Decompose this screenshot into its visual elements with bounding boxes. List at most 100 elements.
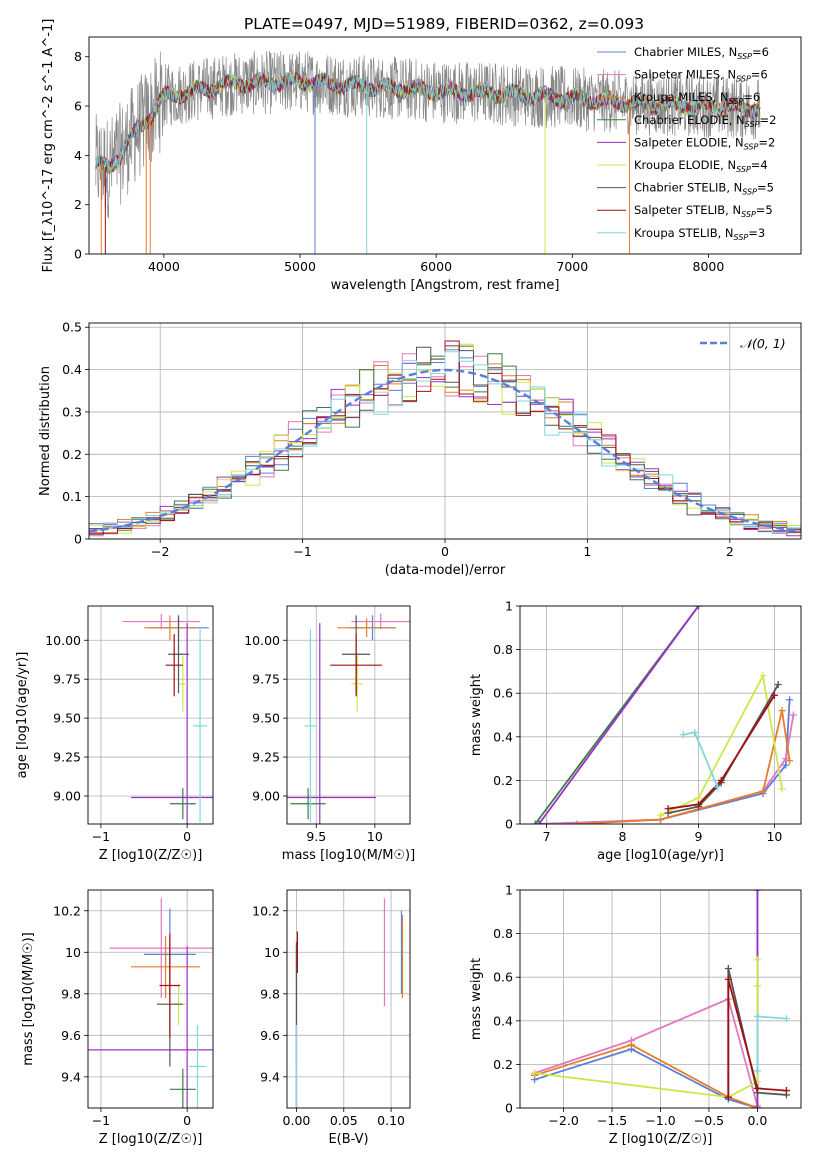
x-tick-label: 0.00: [283, 1113, 311, 1128]
y-tick-label: 2: [74, 197, 82, 212]
plot-area: [95, 51, 761, 254]
plot-area: [287, 613, 410, 824]
series-marker: [717, 776, 725, 784]
x-tick-label: 7: [543, 829, 551, 844]
y-tick-label: 0.1: [62, 489, 82, 504]
point-salpeter-elodie: [287, 623, 377, 824]
point-salpeter-stelib: [165, 634, 183, 697]
series-line: [538, 699, 791, 824]
panel-mass-vs-ebv: 0.00 0.05 0.10 9.4 9.6 9.8 10 10.2 E(B-V): [252, 889, 411, 1147]
point-kroupa-miles: [144, 615, 196, 641]
x-axis-label: age [log10(age/yr)]: [597, 848, 724, 863]
series-marker: [753, 1104, 761, 1108]
y-tick-label: 0: [505, 817, 513, 832]
y-tick-label: 0.6: [493, 686, 513, 701]
series-marker: [782, 1087, 790, 1095]
x-axis-label: Z [log10(Z/Z☉)]: [609, 1132, 713, 1147]
series-marker: [694, 800, 702, 808]
y-tick-label: 9.4: [260, 1069, 280, 1084]
y-tick-label: 10.00: [244, 633, 280, 648]
y-axis-label: mass weight: [469, 674, 484, 756]
point-kroupa-miles: [131, 935, 201, 998]
panel-mass-vs-Z: −1 0 9.4 9.6 9.8 10 10.2 Z [log10(Z/Z☉)] mass [l…: [21, 889, 214, 1147]
legend-label-kroupa-elodie: Kroupa ELODIE, NSSP=4: [634, 158, 768, 174]
series-marker: [759, 787, 767, 795]
point-salpeter-miles: [351, 613, 410, 630]
normal-curve-line: [89, 368, 801, 533]
series-marker: [753, 1067, 761, 1075]
series-marker: [694, 606, 702, 610]
x-axis-label: wavelength [Angstrom, rest frame]: [331, 278, 560, 293]
series-line: [727, 979, 787, 1098]
x-tick-label: 0.0: [747, 1113, 767, 1128]
y-tick-label: 0: [74, 532, 82, 547]
x-tick-label: 8: [619, 829, 627, 844]
x-tick-label: 2: [726, 544, 734, 559]
series-marker: [543, 820, 551, 824]
y-tick-label: 10.00: [45, 633, 81, 648]
series-chabrier-miles: [531, 1045, 761, 1108]
x-tick-label: 10: [766, 829, 782, 844]
axes-frame: [88, 36, 802, 255]
y-tick-label: 0.4: [493, 729, 513, 744]
x-tick-label: 0: [441, 544, 449, 559]
y-tick-label: 0.8: [493, 642, 513, 657]
series-marker: [778, 785, 786, 793]
x-tick-label: 5000: [284, 259, 316, 274]
legend-label-chabrier-miles: Chabrier MILES, NSSP=6: [634, 45, 769, 61]
y-axis-label: Normed distribution: [38, 366, 53, 496]
axes-frame: [286, 889, 411, 1109]
y-tick-label: 0: [505, 1101, 513, 1116]
x-tick-label: 9.5: [306, 829, 326, 844]
plot-area: [531, 890, 790, 1108]
panel-age-vs-mass: 9.5 10 9.00 9.25 9.50 9.75 10.00 mass [log10(M/…: [244, 605, 415, 863]
y-tick-label: 0.3: [62, 404, 82, 419]
y-tick-label: 9.6: [61, 1028, 81, 1043]
series-marker: [786, 757, 794, 765]
x-tick-label: 0.10: [377, 1113, 405, 1128]
plot-area: [88, 898, 213, 1108]
point-salpeter-stelib: [330, 634, 382, 697]
panel-residual-distribution: −2 −1 0 1 2 0 0.1 0.2 0.3 0.4 0.5 (data-model)/erro…: [38, 320, 802, 578]
axes-frame: [87, 889, 214, 1109]
y-tick-label: 0.2: [493, 773, 513, 788]
axes-frame: [87, 605, 214, 825]
series-marker: [789, 711, 797, 719]
series-chabrier-miles: [535, 696, 794, 824]
y-tick-label: 10: [65, 945, 81, 960]
x-tick-label: 7000: [556, 259, 588, 274]
legend-label-salpeter-elodie: Salpeter ELODIE, NSSP=2: [634, 135, 775, 151]
x-tick-label: 0: [183, 1113, 191, 1128]
point-chabrier-elodie: [169, 1068, 196, 1108]
x-tick-label: 8000: [693, 259, 725, 274]
series-line: [534, 959, 759, 1099]
series-marker: [724, 964, 732, 972]
y-axis-label: Flux [f_λ10^-17 erg cm^-2 s^-1 A^-1]: [41, 19, 56, 273]
series-marker: [786, 696, 794, 704]
series-salpeter-stelib: [664, 691, 778, 813]
series-marker: [573, 820, 581, 824]
y-tick-label: 9.50: [53, 711, 81, 726]
series-marker: [753, 1012, 761, 1020]
series-marker: [753, 956, 761, 964]
x-tick-label: −1.5: [597, 1113, 627, 1128]
point-chabrier-stelib: [168, 615, 189, 694]
panel-age-vs-Z: −1 0 9.00 9.25 9.50 9.75 10.00 Z [log10(Z/Z☉)] a…: [15, 605, 214, 863]
plot-area: [295, 898, 404, 1108]
x-tick-label: −1: [293, 544, 311, 559]
y-tick-label: 9.75: [53, 672, 81, 687]
series-marker: [782, 761, 790, 769]
series-chabrier-stelib: [664, 680, 782, 817]
series-kroupa-elodie: [531, 956, 761, 1101]
y-tick-label: 1: [505, 883, 513, 898]
y-tick-label: 0: [74, 247, 82, 262]
series-marker: [778, 707, 786, 715]
series-marker: [759, 672, 767, 680]
point-salpeter-elodie: [131, 623, 213, 824]
legend-label-kroupa-stelib: Kroupa STELIB, NSSP=3: [634, 226, 765, 242]
x-tick-label: 4000: [148, 259, 180, 274]
legend-label-chabrier-stelib: Chabrier STELIB, NSSP=5: [634, 181, 774, 197]
panel-spectrum: 4000 5000 6000 7000 8000 0 2 4 6 8 wavelength [Ang…: [41, 19, 802, 293]
y-tick-label: 0.2: [62, 447, 82, 462]
